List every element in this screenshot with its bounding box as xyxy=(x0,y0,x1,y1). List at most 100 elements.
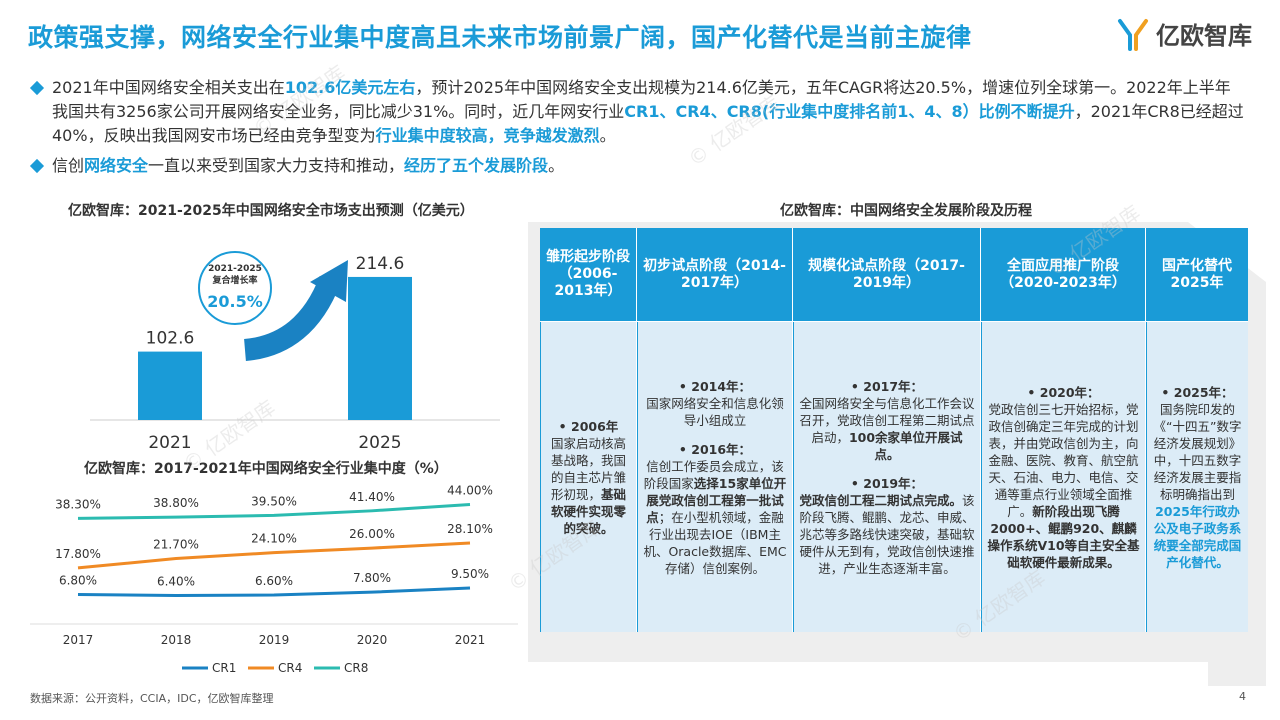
diamond-icon xyxy=(29,158,45,174)
concentration-line-chart: 6.80% 6.40% 6.60% 7.80% 9.50% 17.80% 21.70% 24.… xyxy=(30,484,518,675)
summary-bullets: 2021年中国网络安全相关支出在102.6亿美元左右，预计2025年中国网络安全… xyxy=(29,76,1245,184)
stage-header: 国产化替代2025年 xyxy=(1146,228,1248,322)
stage-column: 全面应用推广阶段（2020-2023年） • 2020年： 党政信创三七开始招标，党… xyxy=(981,228,1146,632)
stage-text: ；在小型机领域，金融行业出现去IOE（IBM主机、Oracle数据库、EMC存储… xyxy=(643,509,787,576)
stage-entry: • 2006年 国家启动核高基战略，我国的自主芯片雏形初现，基础软硬件实现零的突破… xyxy=(546,418,631,537)
x-tick-label: 2019 xyxy=(259,633,290,647)
highlight-text: 102.6亿美元左右 xyxy=(284,78,416,97)
data-label: 6.40% xyxy=(157,575,195,589)
bullet-text: ，2021年CR8已经超过40%，反映出我国网安市场已经由竞争型变为 xyxy=(52,102,1244,145)
highlight-text: CR1、CR4、CR8(行业集中度排名前1、4、8）比例不断提升 xyxy=(624,102,1075,121)
stages-title: 亿欧智库：中国网络安全发展阶段及历程 xyxy=(780,203,1032,219)
stage-text: 选择15家单位开展党政信创工程第一批试点 xyxy=(646,475,787,525)
stage-entry: • 2025年： 国务院印发的《“十四五”数字经济发展规划》中，十四五数字经济发展… xyxy=(1152,384,1243,571)
stage-entry: • 2017年： 全国网络安全与信息化工作会议召开，党政信创工程第二期试点启动，1… xyxy=(799,378,975,463)
legend-label: CR1 xyxy=(212,661,236,675)
chart1-title: 亿欧智库：2021-2025年中国网络安全市场支出预测（亿美元） xyxy=(68,203,474,219)
bar-value-label: 214.6 xyxy=(356,254,405,274)
stage-body: • 2017年： 全国网络安全与信息化工作会议召开，党政信创工程第二期试点启动，1… xyxy=(793,322,980,632)
chart2-title: 亿欧智库：2017-2021年中国网络安全行业集中度（%） xyxy=(84,461,448,477)
bar xyxy=(348,276,412,420)
stage-column: 雏形起步阶段（2006-2013年） • 2006年 国家启动核高基战略，我国的自主… xyxy=(540,228,637,632)
cagr-badge-line2: 复合增长率 xyxy=(211,274,257,286)
logo-icon xyxy=(1118,18,1148,51)
stage-column: 规模化试点阶段（2017-2019年） • 2017年： 全国网络安全与信息化工作会… xyxy=(793,228,981,632)
legend-label: CR8 xyxy=(344,661,368,675)
bullet-text: 。 xyxy=(548,156,565,175)
diamond-icon xyxy=(29,80,45,96)
stage-year: • 2020年： xyxy=(1027,384,1100,400)
stage-text: 国务院印发的《“十四五”数字经济发展规划》中，十四五数字经济发展主要指标明确指出… xyxy=(1153,401,1242,502)
data-label: 41.40% xyxy=(349,490,395,504)
stage-column: 初步试点阶段（2014-2017年） • 2014年： 国家网络安全和信息化领导小组… xyxy=(637,228,793,632)
x-tick-label: 2025 xyxy=(358,433,401,453)
cagr-badge xyxy=(198,251,272,325)
page-number: 4 xyxy=(1239,690,1246,703)
highlight-text: 经历了五个发展阶段 xyxy=(404,156,549,175)
data-source: 数据来源：公开资料，CCIA，IDC，亿欧智库整理 xyxy=(30,692,274,705)
series-line-cr1 xyxy=(77,586,471,598)
bullet-market: 2021年中国网络安全相关支出在102.6亿美元左右，预计2025年中国网络安全… xyxy=(29,76,1245,148)
data-label: 7.80% xyxy=(353,571,391,585)
bullet-text: ，预计2025年中国网络安全支出规模为214.6亿美元，五年CAGR将达20.5… xyxy=(52,78,1231,121)
data-label: 38.30% xyxy=(55,497,101,511)
legend-item: CR1 xyxy=(182,661,236,675)
stage-year: • 2025年： xyxy=(1161,384,1234,400)
highlight-text: 行业集中度较高，竞争越发激烈 xyxy=(375,126,600,145)
stage-body: • 2020年： 党政信创三七开始招标，党政信创确定三年完成的计划表，并由党政信创… xyxy=(981,322,1145,632)
stage-text: 2025年行政办公及电子政务系统要全部完成国产化替代。 xyxy=(1153,503,1242,570)
series-line-cr4 xyxy=(77,541,471,570)
stage-header: 初步试点阶段（2014-2017年） xyxy=(637,228,792,322)
brand-logo: 亿欧智库 xyxy=(1116,16,1252,51)
stage-text: 信创工作委员会成立，该阶段国家 xyxy=(643,458,784,491)
data-label: 24.10% xyxy=(251,532,297,546)
bullet-text: 。 xyxy=(599,126,616,145)
data-label: 28.10% xyxy=(447,522,493,536)
stage-body: • 2014年： 国家网络安全和信息化领导小组成立 • 2016年： 信创工作委员会成… xyxy=(637,322,792,632)
stage-year: • 2016年： xyxy=(678,441,752,457)
bar-value-label: 102.6 xyxy=(146,329,195,349)
stage-text: 该阶段飞腾、鲲鹏、龙芯、申威、兆芯等多路线快速突破，基础软硬件从无到有，党政信创… xyxy=(799,492,975,576)
stage-entry: • 2019年： 党政信创工程二期试点完成。该阶段飞腾、鲲鹏、龙芯、申威、兆芯等多… xyxy=(799,475,975,577)
data-label: 9.50% xyxy=(451,567,489,581)
x-tick-label: 2020 xyxy=(357,633,388,647)
data-label: 38.80% xyxy=(153,496,199,510)
cagr-badge-line1: 2021-2025 xyxy=(208,264,262,274)
stage-text: 基础软硬件实现零的突破。 xyxy=(550,486,627,536)
bar xyxy=(138,351,202,420)
stage-header: 雏形起步阶段（2006-2013年） xyxy=(540,228,636,322)
growth-arrow-head xyxy=(310,260,348,302)
data-label: 44.00% xyxy=(447,484,493,498)
stages-table: 雏形起步阶段（2006-2013年） • 2006年 国家启动核高基战略，我国的自主… xyxy=(540,228,1248,632)
x-tick-label: 2021 xyxy=(148,433,191,453)
page-title: 政策强支撑，网络安全行业集中度高且未来市场前景广阔，国产化替代是当前主旋律 xyxy=(28,23,972,52)
data-label: 6.60% xyxy=(255,574,293,588)
growth-arrow-shaft xyxy=(243,275,341,361)
stage-text: 国家启动核高基战略，我国的自主芯片雏形初现， xyxy=(550,435,626,502)
x-tick-label: 2018 xyxy=(161,633,192,647)
legend-label: CR4 xyxy=(278,661,302,675)
legend-item: CR8 xyxy=(314,661,368,675)
stage-entry: • 2016年： 信创工作委员会成立，该阶段国家选择15家单位开展党政信创工程第一… xyxy=(643,441,787,577)
bullet-policy: 信创网络安全一直以来受到国家大力支持和推动，经历了五个发展阶段。 xyxy=(29,154,1245,178)
growth-arrow-icon xyxy=(243,260,348,361)
stage-text: 新阶段出现飞腾2000+、鲲鹏920、麒麟操作系统V10等自主安全基础软硬件最新… xyxy=(987,503,1140,570)
stage-text: 党政信创工程二期试点完成。 xyxy=(799,492,962,508)
data-label: 21.70% xyxy=(153,537,199,551)
stage-text: 国家网络安全和信息化领导小组成立 xyxy=(646,395,784,428)
data-label: 26.00% xyxy=(349,527,395,541)
data-label: 39.50% xyxy=(251,494,297,508)
stage-text: 全国网络安全与信息化工作会议召开，党政信创工程第二期试点启动， xyxy=(799,395,975,445)
stage-header: 规模化试点阶段（2017-2019年） xyxy=(793,228,980,322)
logo-text: 亿欧智库 xyxy=(1156,22,1252,50)
stage-column: 国产化替代2025年 • 2025年： 国务院印发的《“十四五”数字经济发展规划》中… xyxy=(1146,228,1248,632)
stage-header: 全面应用推广阶段（2020-2023年） xyxy=(981,228,1145,322)
cagr-badge-value: 20.5% xyxy=(207,292,263,311)
stage-year: • 2006年 xyxy=(558,418,619,434)
stage-text: 党政信创三七开始招标，党政信创确定三年完成的计划表，并由党政信创为主，向金融、医… xyxy=(988,401,1139,519)
bullet-text: 信创 xyxy=(52,156,85,175)
stage-entry: • 2020年： 党政信创三七开始招标，党政信创确定三年完成的计划表，并由党政信创… xyxy=(987,384,1140,571)
stage-entry: • 2014年： 国家网络安全和信息化领导小组成立 xyxy=(643,378,787,429)
series-line-cr8 xyxy=(77,503,471,520)
